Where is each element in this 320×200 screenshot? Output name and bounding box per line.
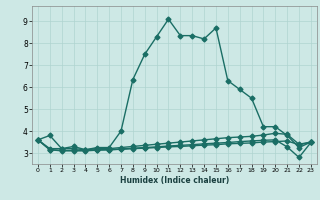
X-axis label: Humidex (Indice chaleur): Humidex (Indice chaleur) xyxy=(120,176,229,185)
